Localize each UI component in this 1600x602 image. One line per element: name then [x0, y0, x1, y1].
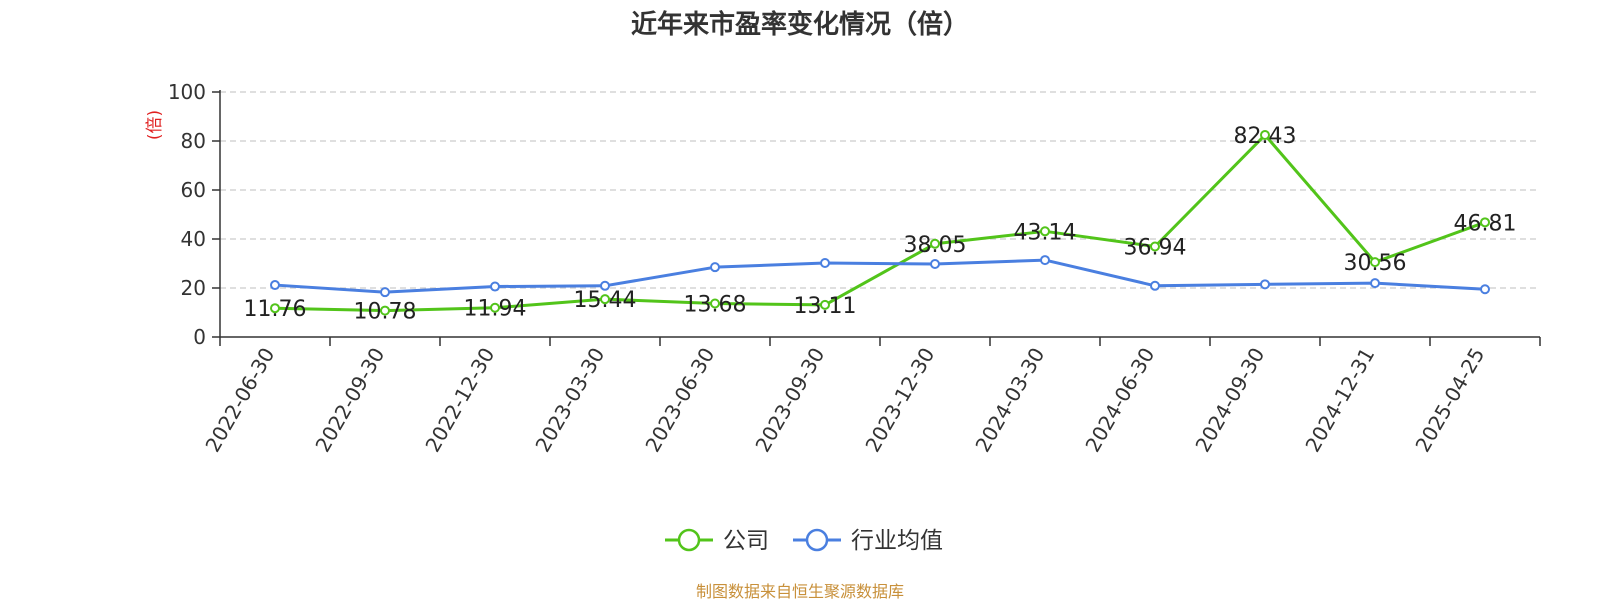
data-labels: 11.76 10.78 11.94 15.44 13.68 13.11 38.05 43.14… [244, 124, 1517, 325]
company-point [1260, 130, 1270, 141]
data-label: 30.56 [1344, 251, 1407, 276]
data-label: 82.43 [1234, 124, 1297, 149]
x-tick-label: 2022-12-30 [420, 344, 499, 457]
x-tick-label: 2024-06-30 [1080, 344, 1159, 457]
axes: 0 20 40 60 80 100(倍) 2022-06-30 2022-09-30 2022-… [145, 80, 1541, 457]
chart-title: 近年来市盈率变化情况（倍） [630, 10, 969, 40]
legend[interactable]: 公司 行业均值 [665, 528, 943, 554]
x-tick-label: 2023-06-30 [640, 344, 719, 457]
x-tick-label: 2023-09-30 [750, 344, 829, 457]
industry-line [274, 258, 1486, 294]
company-point [710, 298, 720, 309]
industry-point [820, 258, 830, 269]
x-tick-label: 2024-12-31 [1300, 344, 1379, 457]
legend-item-industry[interactable]: 行业均值 [793, 528, 943, 554]
company-point [930, 238, 940, 249]
x-tick-label: 2022-09-30 [310, 344, 389, 457]
x-tick-label: 2024-09-30 [1190, 344, 1269, 457]
company-point [820, 299, 830, 310]
y-tick-label: 40 [181, 227, 206, 251]
industry-point [600, 280, 610, 291]
data-label: 15.44 [574, 288, 637, 313]
industry-point [270, 280, 280, 291]
company-line [274, 133, 1486, 313]
y-tick-label: 60 [181, 178, 206, 202]
data-label: 10.78 [354, 300, 417, 325]
data-label: 38.05 [904, 233, 967, 258]
data-label: 43.14 [1014, 220, 1077, 245]
y-axis-label: (倍) [145, 110, 165, 140]
industry-point [1260, 279, 1270, 290]
industry-point [490, 281, 500, 292]
y-tick-label: 80 [181, 129, 206, 153]
legend-label: 行业均值 [851, 528, 943, 554]
industry-point [1040, 255, 1050, 266]
x-tick-label: 2023-12-30 [860, 344, 939, 457]
legend-marker-icon [677, 528, 701, 552]
data-label: 13.11 [794, 294, 857, 319]
x-tick-label: 2024-03-30 [970, 344, 1049, 457]
company-point [1150, 241, 1160, 252]
data-label: 46.81 [1454, 211, 1517, 236]
data-label: 13.68 [684, 292, 747, 317]
legend-item-company[interactable]: 公司 [665, 528, 769, 554]
legend-label: 公司 [723, 528, 769, 554]
x-tick-label: 2025-04-25 [1410, 344, 1489, 457]
industry-point [1370, 278, 1380, 289]
data-source-note: 制图数据来自恒生聚源数据库 [695, 582, 904, 601]
company-point [380, 305, 390, 316]
data-label: 11.94 [464, 297, 527, 322]
industry-point [930, 258, 940, 269]
data-label: 11.76 [244, 297, 307, 322]
industry-point [710, 262, 720, 273]
industry-point [380, 287, 390, 298]
y-tick-label: 20 [181, 276, 206, 300]
industry-point [1480, 284, 1490, 295]
y-tick-label: 0 [193, 325, 206, 349]
grid-lines [220, 91, 1540, 289]
data-label: 36.94 [1124, 235, 1187, 260]
series-lines [270, 130, 1490, 316]
legend-marker-icon [805, 528, 829, 552]
x-tick-label: 2023-03-30 [530, 344, 609, 457]
y-tick-label: 100 [168, 80, 206, 104]
company-point [1480, 217, 1490, 228]
company-point [490, 302, 500, 313]
company-point [1370, 257, 1380, 268]
company-point [270, 303, 280, 314]
company-point [600, 294, 610, 305]
company-point [1040, 226, 1050, 237]
x-tick-label: 2022-06-30 [200, 344, 279, 457]
industry-point [1150, 280, 1160, 291]
